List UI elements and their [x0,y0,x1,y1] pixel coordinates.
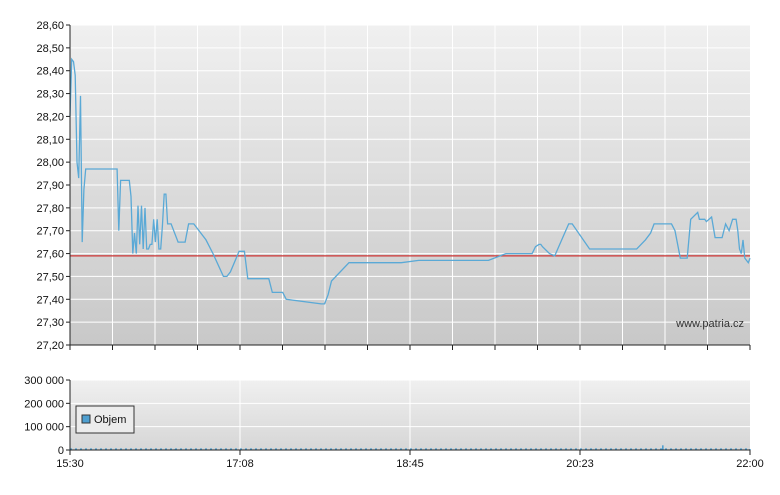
x-tick-label: 18:45 [396,458,424,470]
legend-swatch-objem [82,415,90,423]
volume-x-axis-ticks: 15:30 17:08 18:45 20:23 22:00 [56,450,764,470]
volume-y-axis: 300 000 200 000 100 000 0 [24,375,70,457]
x-tick-label: 22:00 [736,458,764,470]
price-y-tick-label: 27,90 [36,180,64,192]
price-panel: 28,60 28,50 28,40 28,30 28,20 28,10 28,00 27,90… [36,20,750,352]
price-y-tick-label: 27,60 [36,249,64,261]
price-y-tick-label: 28,50 [36,43,64,55]
price-y-tick-label: 27,70 [36,226,64,238]
price-y-tick-label: 27,20 [36,340,64,352]
price-y-axis: 28,60 28,50 28,40 28,30 28,20 28,10 28,00 27,90… [36,20,70,352]
volume-panel: 300 000 200 000 100 000 0 15:30 17:08 18:45 20… [24,375,764,470]
price-y-tick-label: 27,40 [36,294,64,306]
price-y-tick-label: 27,80 [36,203,64,215]
price-y-tick-label: 28,60 [36,20,64,32]
price-y-tick-label: 28,00 [36,157,64,169]
price-x-ticks [70,345,750,350]
price-y-tick-label: 27,30 [36,317,64,329]
price-y-tick-label: 27,50 [36,271,64,283]
x-tick-label: 17:08 [226,458,254,470]
x-tick-label: 20:23 [566,458,594,470]
price-y-tick-label: 28,20 [36,111,64,123]
volume-y-tick-label: 100 000 [24,422,64,434]
x-tick-label: 15:30 [56,458,84,470]
legend-label-objem: Objem [94,414,126,426]
price-y-tick-label: 28,30 [36,89,64,101]
volume-y-tick-label: 300 000 [24,375,64,387]
legend: Objem [76,406,134,433]
volume-y-tick-label: 0 [58,445,64,457]
price-y-tick-label: 28,40 [36,66,64,78]
price-y-tick-label: 28,10 [36,134,64,146]
watermark: www.patria.cz [675,318,744,330]
volume-bar [662,445,664,450]
volume-y-tick-label: 200 000 [24,398,64,410]
